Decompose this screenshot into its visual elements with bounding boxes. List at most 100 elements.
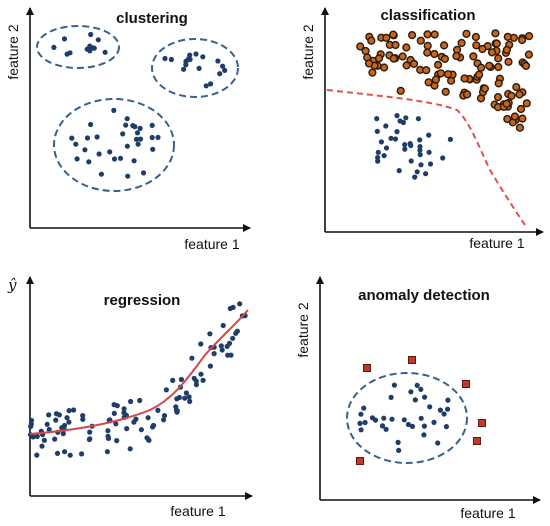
normal-point xyxy=(358,427,364,433)
data-point xyxy=(53,417,59,423)
data-point xyxy=(111,107,117,113)
normal-point xyxy=(408,389,414,395)
data-point xyxy=(237,301,243,307)
panel-anomaly-detection: anomaly detection feature 2 feature 1 xyxy=(295,276,541,521)
data-point xyxy=(155,134,161,140)
data-point xyxy=(200,54,206,60)
data-point xyxy=(67,452,73,458)
ylabel-regression: ŷ xyxy=(7,276,17,294)
data-point xyxy=(137,136,144,142)
class-b-point xyxy=(517,35,527,45)
class-a-point xyxy=(396,168,402,174)
class-b-point xyxy=(521,61,531,71)
class-b-point xyxy=(443,70,453,79)
data-point xyxy=(217,71,223,77)
data-point xyxy=(46,426,52,433)
class-a-point xyxy=(375,155,381,161)
normal-point xyxy=(412,397,418,403)
class-a-point xyxy=(375,149,381,155)
class-b-point xyxy=(492,39,501,48)
data-point xyxy=(66,419,72,425)
data-point xyxy=(203,83,209,89)
normal-point xyxy=(401,417,407,423)
class-a-point xyxy=(394,129,400,135)
class-a-point xyxy=(426,149,432,155)
class-b-point xyxy=(460,74,469,83)
normal-point xyxy=(418,386,424,392)
normal-point xyxy=(395,439,401,445)
class-b-point xyxy=(423,48,432,57)
points-clustering xyxy=(51,31,228,179)
data-point xyxy=(117,155,124,161)
data-point xyxy=(219,347,225,353)
panel-classification: classification feature 2 feature 1 xyxy=(300,7,544,251)
normal-point xyxy=(441,411,447,417)
data-point xyxy=(174,396,180,402)
class-b-point xyxy=(480,84,490,93)
class-b-point xyxy=(462,29,471,38)
data-point xyxy=(163,387,169,393)
class-b-point xyxy=(380,63,389,72)
data-point xyxy=(145,436,151,443)
class-b-point xyxy=(452,51,461,61)
class-a-point xyxy=(374,116,380,122)
data-point xyxy=(111,410,117,416)
data-point xyxy=(98,171,104,177)
class-b-point xyxy=(485,61,494,70)
data-point xyxy=(131,158,137,164)
class-a-point xyxy=(378,139,384,145)
data-point xyxy=(113,421,119,427)
class-b-point xyxy=(416,36,425,45)
ylabel-anomaly: feature 2 xyxy=(295,302,311,357)
class-a-point xyxy=(408,158,414,164)
data-point xyxy=(226,340,233,346)
class-b-point xyxy=(423,30,432,39)
normal-point xyxy=(381,415,387,421)
class-b-point xyxy=(457,38,466,48)
data-point xyxy=(64,415,70,421)
normal-point xyxy=(443,424,449,430)
class-b-point xyxy=(434,60,443,70)
panel-regression: regression ŷ feature 1 xyxy=(7,276,253,519)
class-b-point xyxy=(503,32,512,42)
data-point xyxy=(178,376,184,383)
points-regression xyxy=(27,301,248,458)
class-b-point xyxy=(472,41,481,50)
class-b-point xyxy=(524,31,534,41)
data-point xyxy=(114,403,120,409)
class-b-point xyxy=(436,69,446,78)
class-b-point xyxy=(408,30,417,40)
data-point xyxy=(130,123,136,129)
class-b-point xyxy=(463,90,472,99)
data-point xyxy=(86,159,92,165)
class-a-point xyxy=(417,147,423,153)
data-point xyxy=(61,36,68,42)
data-point xyxy=(87,436,93,442)
data-point xyxy=(220,63,226,69)
anomaly-marker xyxy=(408,356,416,364)
data-point xyxy=(34,452,40,458)
data-point xyxy=(107,149,113,155)
class-b-point xyxy=(487,48,497,57)
normal-point xyxy=(396,447,402,453)
normal-point xyxy=(379,423,386,429)
data-point xyxy=(173,407,180,413)
data-point xyxy=(218,343,224,349)
data-point xyxy=(95,37,101,43)
data-point xyxy=(140,170,147,176)
data-point xyxy=(207,363,213,369)
class-b-point xyxy=(374,54,384,63)
normal-point xyxy=(358,411,364,417)
class-b-point xyxy=(471,32,481,42)
data-point xyxy=(138,427,144,433)
normal-point xyxy=(435,440,441,446)
data-point xyxy=(67,50,73,56)
data-point xyxy=(161,417,167,423)
class-a-point xyxy=(412,174,418,180)
data-point xyxy=(133,416,139,422)
data-point xyxy=(105,428,111,434)
data-point xyxy=(124,143,130,149)
class-a-point xyxy=(407,141,413,147)
data-point xyxy=(60,431,66,437)
